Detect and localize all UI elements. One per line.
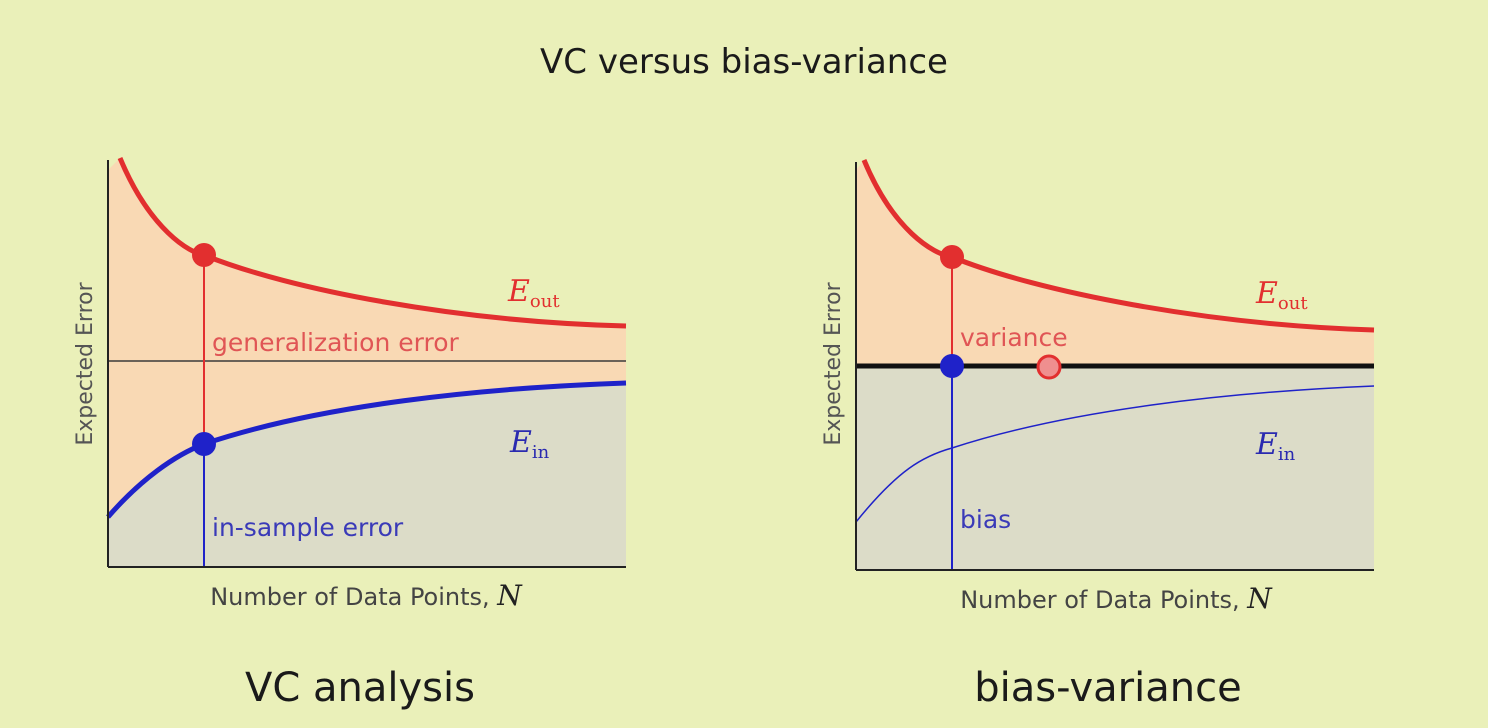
vc-analysis-figure: Expected Error Number of Data Points, N … (60, 150, 660, 620)
bias-label: bias (960, 505, 1011, 534)
vc-analysis-caption: VC analysis (245, 665, 475, 711)
y-axis-label: Expected Error (821, 281, 846, 445)
generalization-error-label: generalization error (212, 328, 459, 357)
eout-label: Eout (1255, 276, 1308, 314)
ein-curve (106, 380, 627, 519)
eout-point (192, 243, 216, 267)
vc-analysis-plot: Expected Error Number of Data Points, N … (73, 157, 627, 612)
x-axis-label: Number of Data Points, N (210, 579, 523, 612)
bias-variance-caption: bias-variance (974, 665, 1242, 711)
x-axis-label: Number of Data Points, N (960, 582, 1273, 615)
eout-curve (861, 159, 1375, 333)
variance-region-fill (856, 160, 1374, 366)
average-hypothesis-marker (1036, 354, 1062, 380)
in-sample-error-label: in-sample error (212, 513, 404, 542)
ein-label: Ein (509, 425, 550, 463)
ein-region-fill (108, 383, 626, 567)
slide-title: VC versus bias-variance (540, 42, 948, 82)
bias-variance-plot: Expected Error Number of Data Points, N … (821, 159, 1375, 615)
ein-point (192, 432, 216, 456)
ein-label: Ein (1255, 427, 1296, 465)
eout-point (940, 245, 964, 269)
bias-point (940, 354, 964, 378)
y-axis-label: Expected Error (73, 281, 98, 445)
bias-variance-figure: Expected Error Number of Data Points, N … (808, 150, 1408, 620)
ein-curve (855, 385, 1375, 523)
eout-curve (117, 157, 627, 329)
bias-region-fill (856, 366, 1374, 570)
eout-label: Eout (507, 274, 560, 312)
variance-label: variance (960, 323, 1068, 352)
